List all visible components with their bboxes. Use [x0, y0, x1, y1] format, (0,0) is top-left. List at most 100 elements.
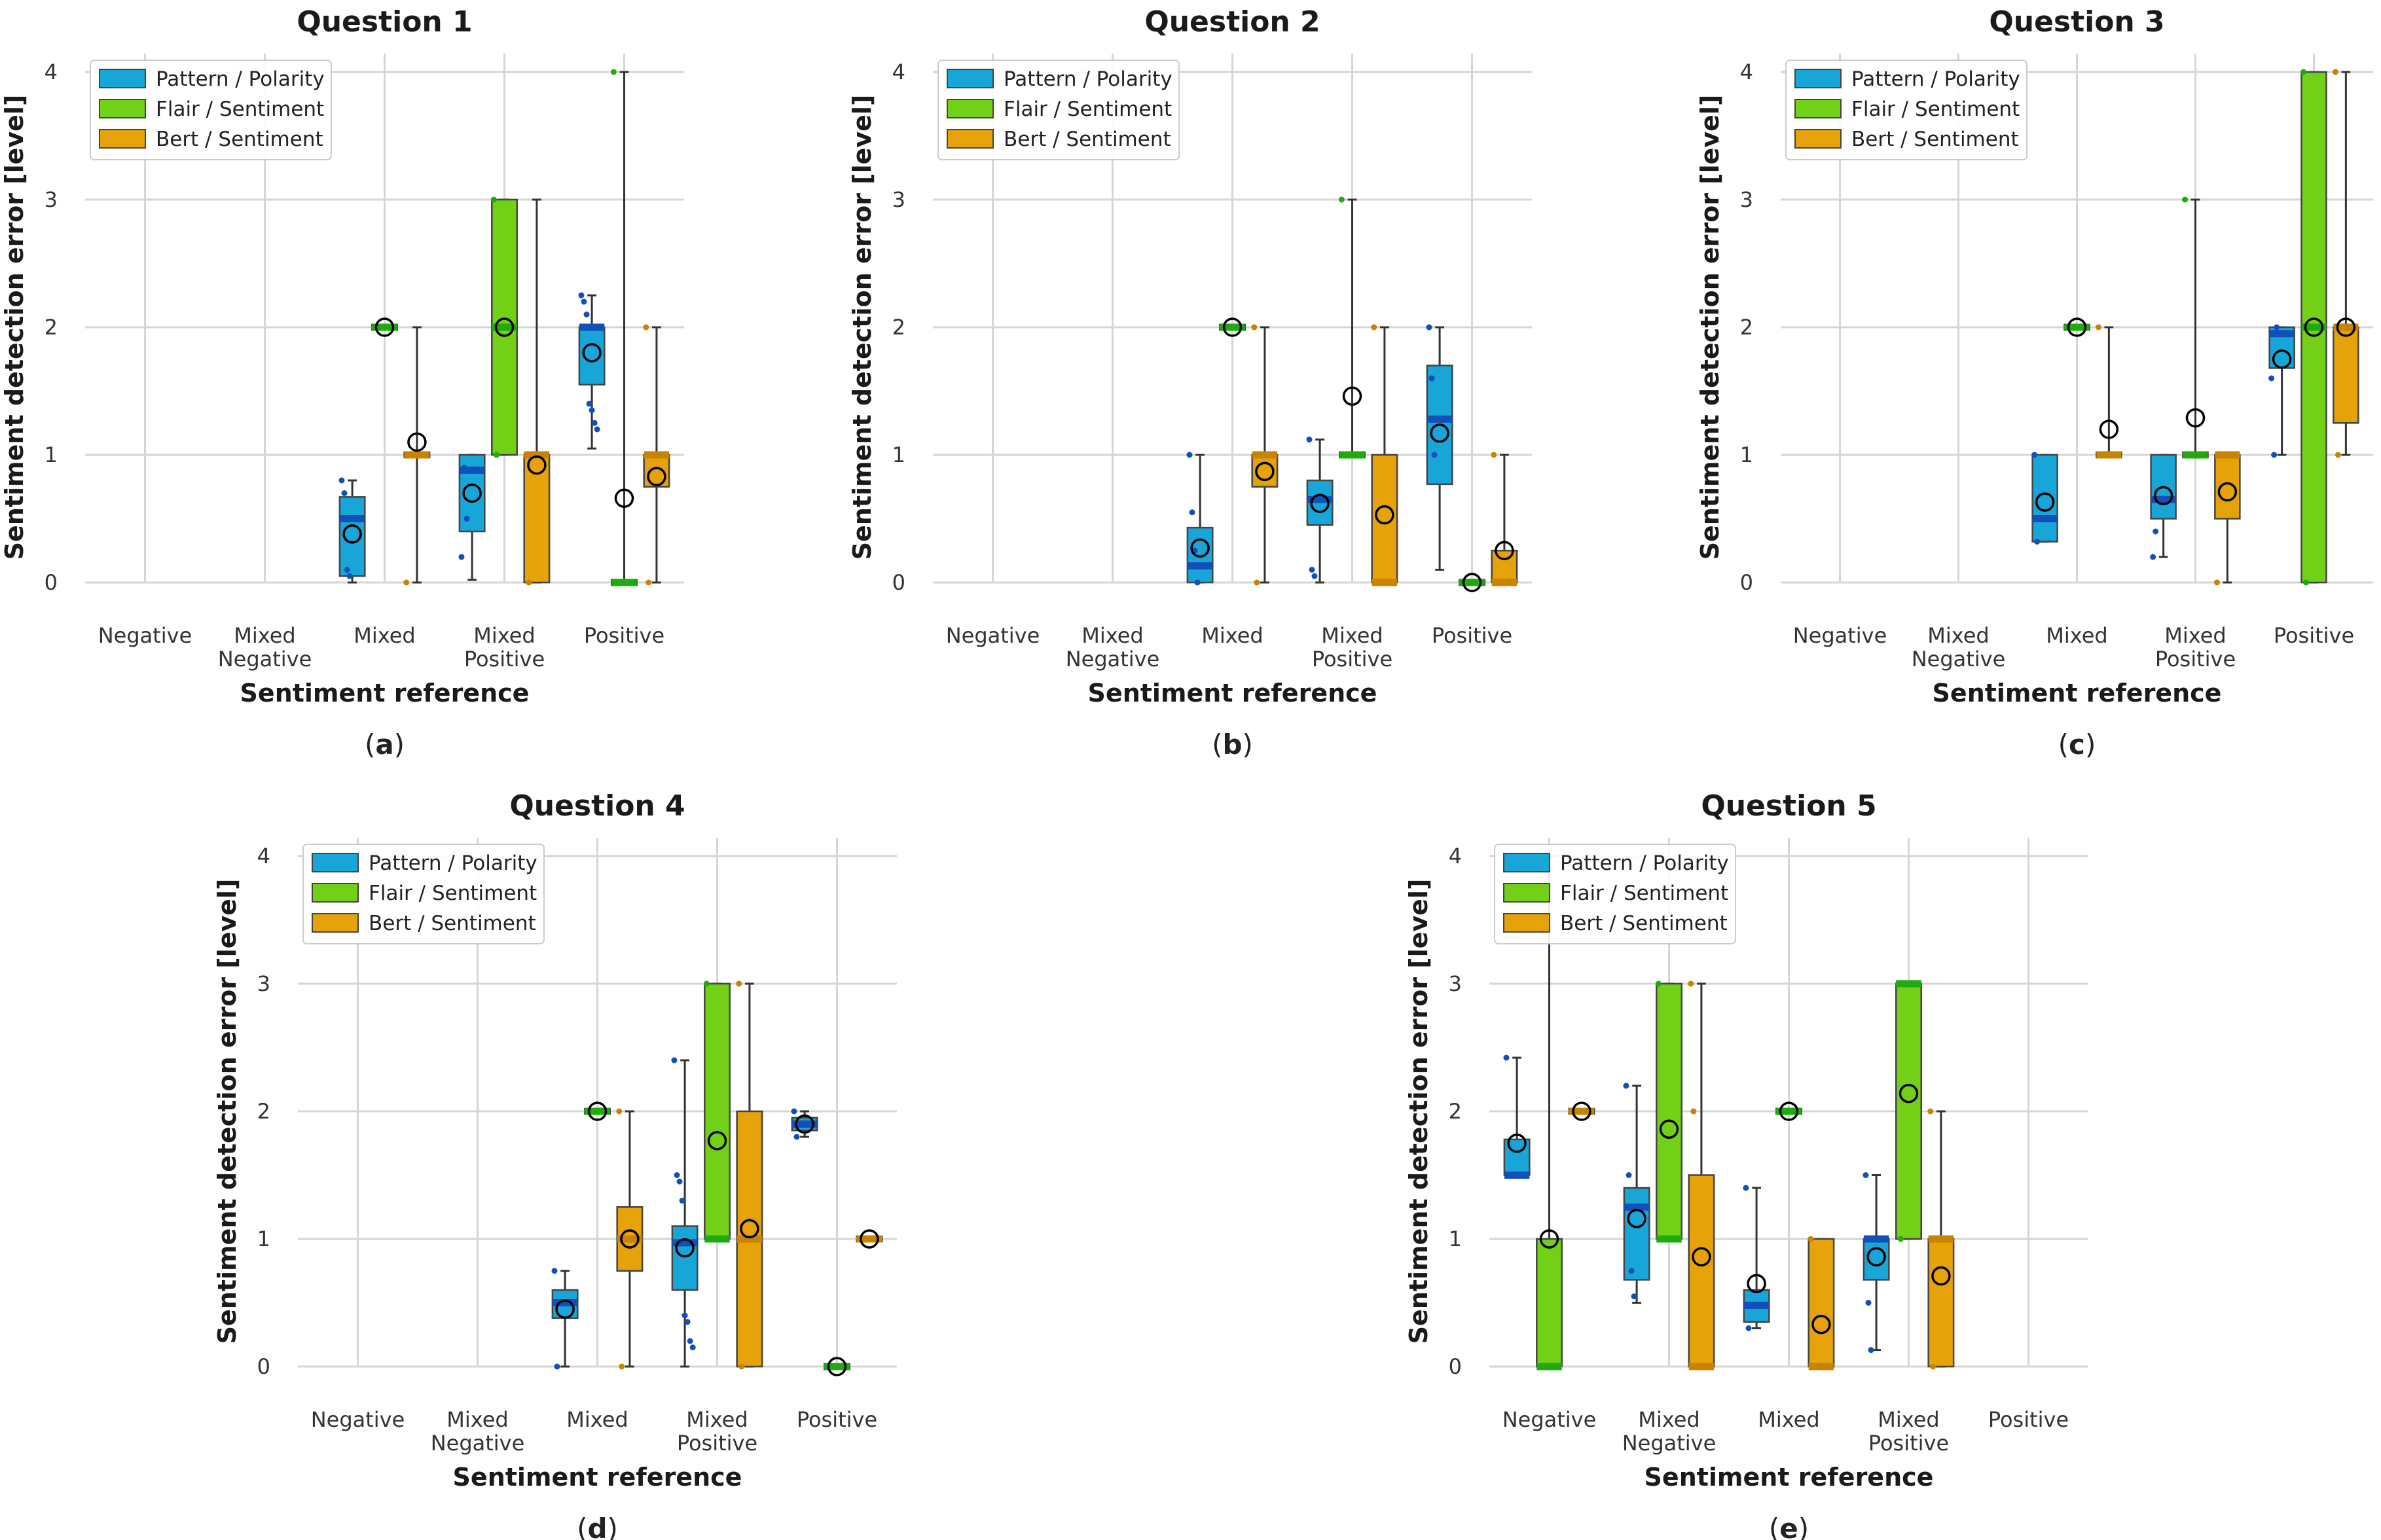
- y-tick-label: 1: [1449, 1227, 1462, 1251]
- data-point: [1688, 980, 1694, 987]
- data-point: [406, 452, 412, 458]
- mean-marker: [407, 432, 427, 452]
- y-tick-label: 3: [45, 187, 58, 212]
- data-point: [591, 420, 598, 426]
- legend: Pattern / Polarity Flair / Sentiment Bert …: [937, 60, 1180, 160]
- legend-swatch-flair: [947, 99, 994, 118]
- mean-marker: [1572, 1101, 1591, 1121]
- legend-frame: [937, 60, 1180, 160]
- data-point: [1628, 1268, 1635, 1274]
- panel-label-close: ): [394, 728, 405, 761]
- mean-marker: [1222, 317, 1243, 337]
- y-tick-label: 4: [1740, 60, 1753, 84]
- mean-marker: [2185, 408, 2206, 428]
- data-point: [594, 426, 600, 433]
- legend: Pattern / Polarity Flair / Sentiment Bert …: [1785, 60, 2027, 160]
- data-point: [1895, 980, 1901, 987]
- mean-marker: [555, 1299, 575, 1319]
- box-bert: [1927, 1108, 1955, 1370]
- box-pattern: [2031, 452, 2058, 545]
- data-point: [1503, 1054, 1510, 1061]
- data-point: [791, 1108, 797, 1115]
- mean-marker: [620, 1229, 640, 1249]
- y-axis-label: Sentiment detection error [level]: [1404, 879, 1433, 1344]
- box-bert: [1568, 1101, 1595, 1121]
- mean-marker: [587, 1101, 608, 1121]
- data-point: [1538, 1363, 1544, 1370]
- data-point: [613, 579, 619, 586]
- box-flair: [703, 980, 731, 1243]
- y-tick-label: 0: [1740, 570, 1753, 595]
- data-point: [1810, 1363, 1817, 1370]
- box-pattern: [791, 1108, 818, 1140]
- data-point: [2216, 452, 2223, 458]
- x-tick-label: Negative: [1622, 1431, 1717, 1456]
- legend-swatch-flair: [1794, 99, 1842, 118]
- legend: Pattern / Polarity Flair / Sentiment Bert …: [90, 60, 332, 160]
- box-body: [1808, 1238, 1835, 1368]
- mean-marker: [1375, 505, 1394, 525]
- legend-frame: [302, 844, 545, 944]
- mean-marker: [1659, 1119, 1679, 1139]
- data-point: [2300, 69, 2307, 75]
- data-point: [1868, 1347, 1874, 1353]
- box-flair: [1895, 980, 1922, 1242]
- data-point: [586, 401, 592, 407]
- y-tick-label: 0: [1449, 1354, 1462, 1379]
- x-tick-label: Negative: [1793, 623, 1887, 648]
- data-point: [551, 1268, 558, 1274]
- data-point: [1808, 1236, 1814, 1242]
- y-tick-label: 3: [892, 187, 905, 212]
- panel-label: (a): [365, 728, 405, 761]
- panel-label-open: (: [1212, 728, 1222, 761]
- legend-label-bert: Bert / Sentiment: [1004, 128, 1171, 151]
- data-point: [1491, 452, 1497, 458]
- mean-marker: [2067, 317, 2087, 337]
- y-axis-label: Sentiment detection error [level]: [848, 95, 877, 560]
- x-tick-label: Mixed: [1081, 623, 1143, 648]
- box-flair: [2063, 317, 2090, 337]
- data-point: [2335, 452, 2341, 458]
- data-point: [1655, 980, 1662, 987]
- data-point: [1626, 1172, 1632, 1178]
- box-pattern: [1503, 1054, 1531, 1179]
- x-tick-label: Mixed: [234, 623, 295, 648]
- mean-marker: [1462, 573, 1482, 592]
- legend-label-pattern: Pattern / Polarity: [369, 851, 537, 875]
- legend-label-pattern: Pattern / Polarity: [156, 67, 325, 91]
- x-tick-label: Negative: [218, 647, 312, 672]
- panel-label-letter: a: [375, 728, 393, 761]
- legend-label-flair: Flair / Sentiment: [1560, 882, 1728, 905]
- data-point: [346, 573, 353, 579]
- data-point: [2271, 452, 2278, 458]
- data-point: [1493, 579, 1500, 586]
- data-point: [2213, 579, 2220, 586]
- chart-title: Question 5: [1701, 789, 1876, 823]
- box-bert: [1688, 980, 1715, 1370]
- data-point: [1623, 1083, 1629, 1089]
- mean-marker: [1627, 1209, 1646, 1228]
- x-axis-label: Sentiment reference: [453, 1463, 742, 1492]
- data-point: [1341, 452, 1347, 458]
- y-tick-label: 4: [45, 60, 58, 84]
- y-tick-label: 1: [892, 442, 905, 467]
- mean-marker: [795, 1114, 814, 1134]
- panel-label: (c): [2058, 728, 2096, 761]
- data-point: [1658, 1236, 1664, 1242]
- box-pattern: [1743, 1185, 1770, 1331]
- y-tick-label: 2: [1740, 315, 1753, 340]
- data-point: [689, 1344, 696, 1351]
- x-tick-label: Positive: [1868, 1431, 1949, 1456]
- x-axis-label: Sentiment reference: [1933, 679, 2222, 707]
- data-point: [687, 1338, 693, 1344]
- data-point: [1251, 324, 1258, 331]
- x-tick-label: Mixed: [686, 1407, 748, 1432]
- box-flair: [371, 317, 398, 337]
- box-body: [643, 454, 670, 488]
- box-body: [1895, 982, 1922, 1240]
- y-axis-label: Sentiment detection error [level]: [1696, 95, 1724, 560]
- data-point: [645, 579, 652, 586]
- data-point: [463, 516, 470, 522]
- mean-marker: [675, 1238, 695, 1258]
- x-tick-label: Negative: [1912, 647, 2006, 672]
